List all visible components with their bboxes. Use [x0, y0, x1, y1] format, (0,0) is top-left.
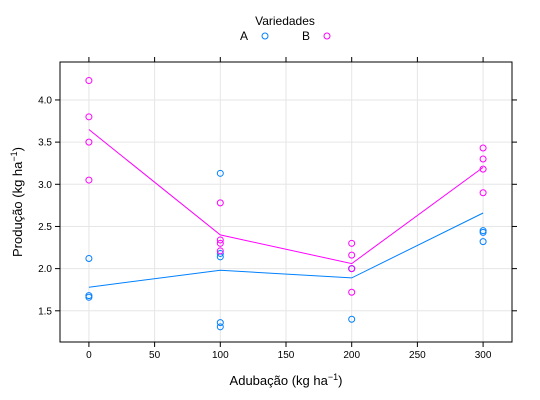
x-axis-title-text: Adubação (kg ha [230, 373, 329, 388]
point-b [348, 265, 356, 273]
point-b [85, 113, 93, 121]
x-tick-label: 100 [212, 350, 229, 361]
x-tick-label: 200 [343, 350, 360, 361]
y-axis-title-exponent: −1 [9, 151, 19, 161]
point-a [479, 238, 487, 246]
point-a [216, 323, 224, 331]
y-tick-label: 4.0 [38, 95, 52, 106]
data-points [85, 77, 487, 331]
y-axis-title-text: Produção (kg ha [10, 161, 25, 257]
y-axis-title-close: ) [10, 147, 25, 151]
x-tick-label: 150 [278, 350, 295, 361]
legend-label-b: B [302, 29, 310, 43]
mean-lines [88, 129, 484, 288]
x-axis-title-close: ) [338, 373, 342, 388]
point-b [216, 199, 224, 207]
x-tick-label: 250 [409, 350, 426, 361]
mean-line-b [88, 129, 484, 265]
x-tick-label: 0 [86, 350, 92, 361]
x-tick-label: 50 [149, 350, 161, 361]
point-a [85, 255, 93, 263]
point-b [348, 251, 356, 259]
point-b [216, 239, 224, 247]
point-b [348, 288, 356, 296]
point-b [479, 165, 487, 173]
point-b [216, 247, 224, 255]
point-b [479, 189, 487, 197]
x-tick-label: 300 [475, 350, 492, 361]
grid [60, 62, 512, 342]
point-b [216, 236, 224, 244]
point-b [85, 176, 93, 184]
point-b [479, 155, 487, 163]
x-axis-title-exponent: −1 [328, 372, 338, 382]
legend-title: Variedades [255, 14, 315, 28]
point-a [216, 169, 224, 177]
x-axis-title: Adubação (kg ha−1) [230, 372, 343, 388]
axis-tick-labels: 0 50 100 150 200 250 300 1.5 2.0 2.5 3.0 3.5 4.0 [38, 95, 492, 361]
y-tick-label: 2.0 [38, 264, 52, 275]
y-tick-label: 2.5 [38, 222, 52, 233]
y-tick-label: 3.5 [38, 138, 52, 149]
point-a [216, 249, 224, 257]
y-tick-label: 3.0 [38, 180, 52, 191]
point-a [216, 319, 224, 327]
point-b [85, 138, 93, 146]
axis-ticks [55, 57, 517, 347]
point-a [348, 315, 356, 323]
plot-panel [59, 61, 513, 343]
point-b [479, 144, 487, 152]
legend-label-a: A [240, 29, 248, 43]
legend-marker-a [261, 32, 269, 40]
point-a [85, 293, 93, 301]
mean-line-a [88, 212, 484, 288]
y-axis-title: Produção (kg ha−1) [9, 147, 25, 257]
y-tick-label: 1.5 [38, 306, 52, 317]
point-a [479, 228, 487, 236]
point-b [85, 77, 93, 85]
legend-marker-b [323, 32, 331, 40]
legend: Variedades A B [240, 14, 331, 43]
point-b [348, 239, 356, 247]
